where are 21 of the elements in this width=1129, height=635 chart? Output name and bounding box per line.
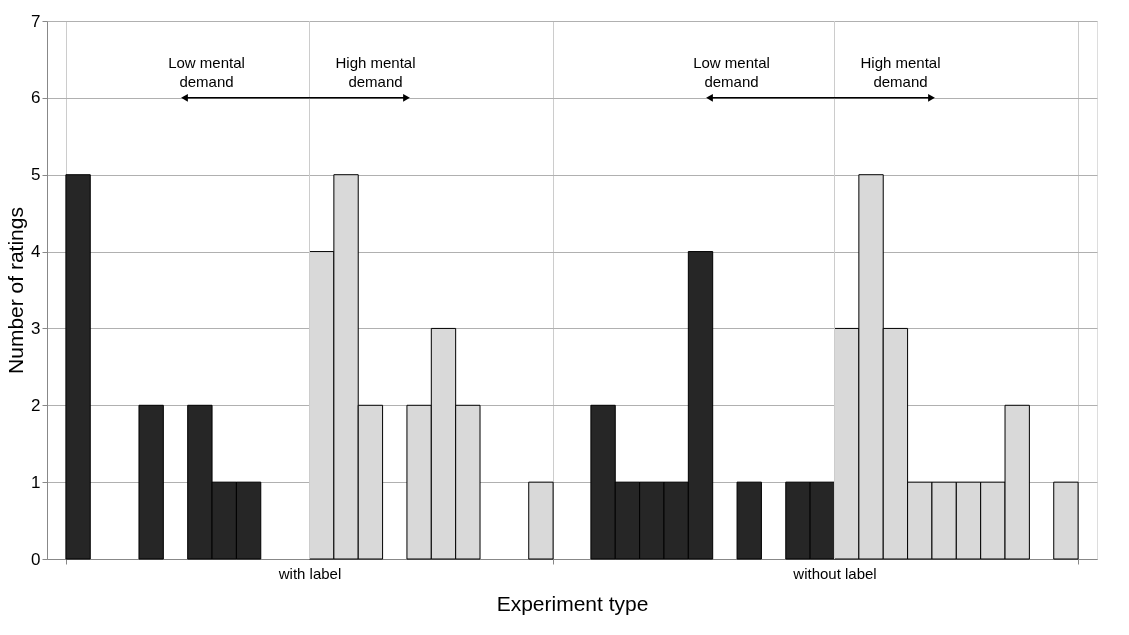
y-tick-label: 3 xyxy=(31,318,41,338)
x-axis-title: Experiment type xyxy=(496,591,649,615)
bar xyxy=(65,174,91,560)
x-tick-label: with label xyxy=(277,564,342,582)
y-tick-label: 0 xyxy=(31,549,41,569)
y-tick-label: 1 xyxy=(31,472,41,492)
y-tick-label: 2 xyxy=(31,395,41,415)
y-tick-label: 4 xyxy=(31,242,41,262)
bar xyxy=(736,481,762,560)
bar xyxy=(1053,481,1079,560)
y-tick-label: 7 xyxy=(31,11,41,31)
annotation: Low mental demand xyxy=(693,54,770,91)
annotation: High mental demand xyxy=(335,54,416,91)
y-tick-label: 5 xyxy=(31,165,41,185)
bar xyxy=(138,404,164,560)
y-axis-title: Number of ratings xyxy=(4,207,28,374)
bar xyxy=(528,481,554,560)
y-tick-label: 6 xyxy=(31,88,41,108)
x-tick-label: without label xyxy=(792,564,877,582)
annotation: High mental demand xyxy=(860,54,941,91)
annotation: Low mental demand xyxy=(168,54,245,91)
